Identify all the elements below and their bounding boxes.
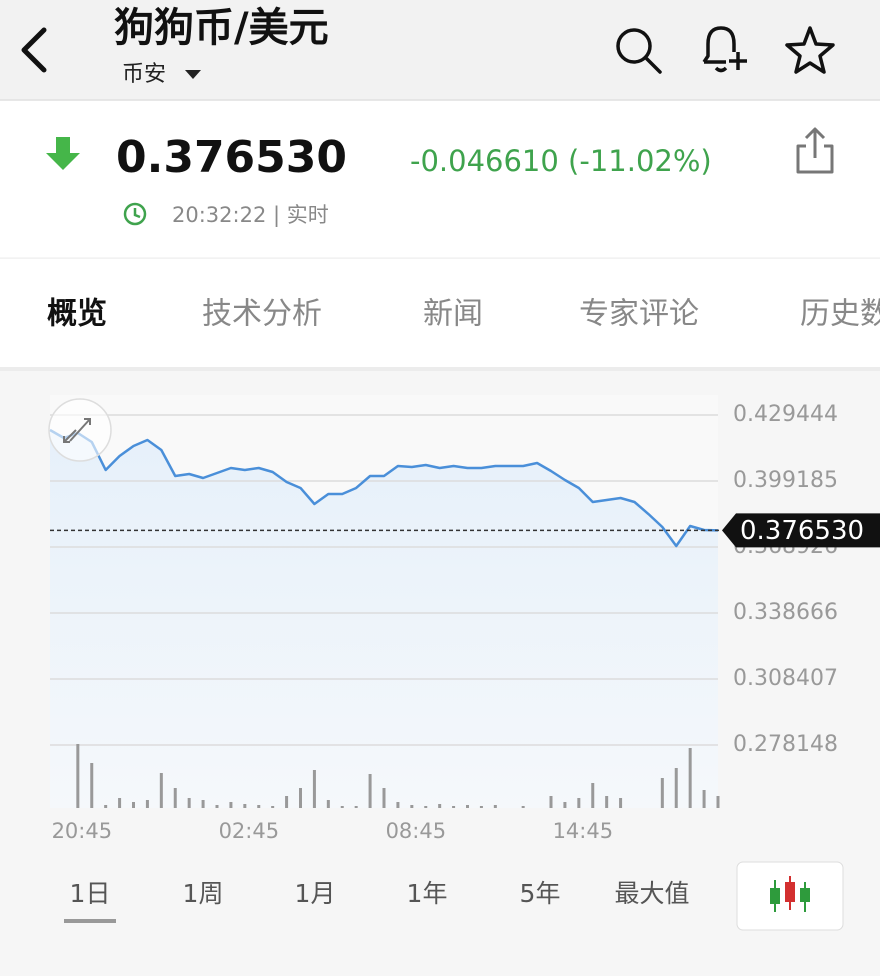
volume-bar	[229, 802, 233, 808]
volume-bar	[104, 805, 108, 808]
alert-icon[interactable]	[702, 26, 747, 73]
volume-bar	[243, 804, 247, 808]
x-tick-label: 20:45	[52, 819, 113, 843]
pair-title: 狗狗币/美元	[114, 5, 329, 51]
range-bar: 1日 1周 1月 1年 5年 最大值	[64, 879, 690, 923]
back-button[interactable]	[21, 27, 47, 73]
volume-bar	[76, 744, 80, 808]
y-tick-label: 0.429444	[733, 402, 838, 427]
tab[interactable]: 技术分析	[202, 297, 322, 332]
tabs-bg	[0, 259, 880, 367]
range-option[interactable]: 5年	[520, 879, 561, 908]
quote-bg	[0, 101, 880, 258]
candle-toggle[interactable]	[736, 861, 844, 931]
search-icon[interactable]	[616, 28, 662, 74]
volume-bar	[340, 806, 344, 808]
share-icon[interactable]	[796, 127, 834, 174]
volume-bar	[132, 802, 135, 808]
volume-bar	[215, 805, 219, 808]
tabs-shadow	[0, 367, 880, 371]
volume-bar	[438, 804, 442, 808]
volume-bar	[563, 802, 567, 808]
price-change: -0.046610 (-11.02%)	[410, 144, 712, 178]
volume-bar	[368, 774, 372, 808]
volume-bar	[702, 790, 706, 808]
current-price-label: 0.376530	[740, 516, 864, 546]
range-option[interactable]: 1日	[70, 879, 111, 908]
tab[interactable]: 历史数据	[800, 297, 880, 332]
area	[50, 429, 718, 808]
volume-bar	[382, 788, 386, 808]
volume-bar	[688, 748, 692, 808]
volume-bar	[577, 798, 581, 808]
x-tick-label: 14:45	[553, 819, 614, 843]
volume-bar	[660, 778, 664, 808]
volume-bar	[619, 798, 623, 808]
volume-bar	[354, 806, 358, 808]
clock-icon	[123, 202, 147, 226]
range-option[interactable]: 1月	[295, 879, 336, 908]
quote-time: 20:32:22 | 实时	[172, 203, 329, 228]
x-tick-label: 08:45	[386, 819, 447, 843]
volume-bar	[118, 798, 122, 808]
volume-bar	[479, 806, 483, 808]
volume-bar	[452, 806, 456, 808]
volume-bar	[716, 796, 720, 808]
volume-bar	[326, 800, 330, 808]
volume-bar	[145, 800, 149, 808]
volume-bar	[549, 796, 553, 808]
range-option[interactable]: 1周	[183, 879, 224, 908]
volume-bar	[493, 805, 497, 808]
tab-bar: 概览 技术分析 新闻 专家评论 历史数据	[47, 297, 880, 332]
volume-bar	[396, 802, 400, 808]
y-tick-label: 0.338666	[733, 600, 838, 625]
volume-bar	[271, 806, 275, 808]
volume-bar	[674, 768, 678, 808]
current-price-tag	[722, 513, 880, 548]
volume-bar	[410, 805, 414, 808]
volume-bar	[173, 788, 177, 808]
exchange-dropdown[interactable]	[185, 70, 201, 79]
volume-bar	[187, 798, 191, 808]
volume-bar	[591, 783, 595, 808]
exchange-name[interactable]: 币安	[122, 62, 166, 87]
tab[interactable]: 概览	[47, 297, 107, 332]
tab[interactable]: 新闻	[423, 297, 483, 332]
volume-bar	[466, 805, 469, 808]
volume-bar	[424, 806, 428, 808]
down-arrow	[46, 137, 80, 170]
x-tick-label: 02:45	[219, 819, 280, 843]
expand-button[interactable]	[48, 398, 112, 462]
volume-bar	[605, 796, 609, 808]
volume-bar	[285, 796, 289, 808]
price-line	[49, 428, 719, 548]
chart: 0.4294440.3991850.3689260.3386660.308407…	[49, 395, 880, 843]
volume-bar	[159, 773, 163, 808]
range-underline	[64, 919, 116, 923]
volume-bar	[521, 806, 525, 808]
volume-bar	[257, 805, 261, 808]
volume-bar	[90, 763, 94, 808]
tab[interactable]: 专家评论	[579, 297, 699, 332]
y-tick-label: 0.308407	[733, 666, 838, 691]
y-tick-label: 0.399185	[733, 468, 838, 493]
favorite-icon[interactable]	[785, 26, 835, 74]
price: 0.376530	[116, 132, 347, 183]
range-option[interactable]: 最大值	[614, 879, 689, 908]
y-tick-label: 0.278148	[733, 732, 838, 757]
volume-bar	[299, 788, 302, 808]
volume-bar	[201, 800, 205, 808]
volume-bar	[312, 770, 316, 808]
range-option[interactable]: 1年	[407, 879, 448, 908]
